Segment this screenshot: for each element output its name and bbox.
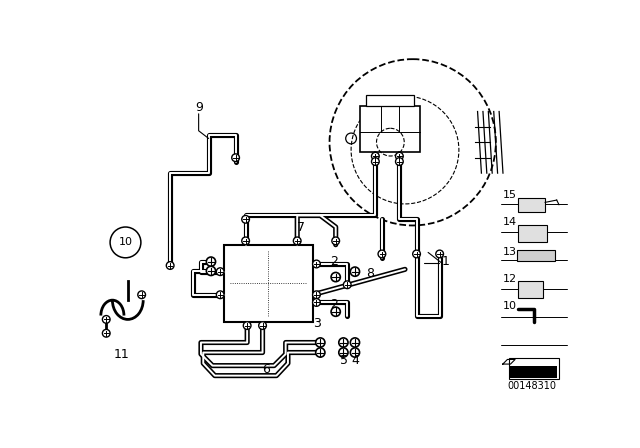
Circle shape: [293, 237, 301, 245]
Circle shape: [242, 237, 250, 245]
Bar: [516, 250, 555, 261]
Bar: [511, 366, 557, 378]
Circle shape: [339, 348, 348, 357]
Text: 7: 7: [297, 220, 305, 233]
Circle shape: [312, 291, 320, 299]
Circle shape: [102, 315, 110, 323]
Circle shape: [316, 338, 325, 347]
Circle shape: [166, 262, 174, 269]
Text: 14: 14: [503, 217, 517, 227]
Circle shape: [350, 338, 360, 347]
Text: 8: 8: [367, 267, 374, 280]
Text: 12: 12: [503, 274, 517, 284]
Circle shape: [312, 299, 320, 306]
Circle shape: [216, 268, 224, 276]
Circle shape: [206, 266, 216, 276]
Circle shape: [350, 348, 360, 357]
Text: 10: 10: [118, 237, 132, 247]
Circle shape: [316, 348, 325, 357]
Bar: [224, 245, 312, 322]
Bar: [518, 225, 547, 241]
Bar: [518, 281, 543, 298]
Text: 13: 13: [503, 247, 516, 258]
Bar: [509, 358, 559, 379]
Circle shape: [216, 291, 224, 299]
Circle shape: [344, 281, 351, 289]
Circle shape: [339, 338, 348, 347]
Circle shape: [242, 215, 250, 223]
Circle shape: [232, 154, 239, 162]
Text: 10: 10: [503, 302, 516, 311]
Text: 4: 4: [351, 354, 359, 367]
Text: 1: 1: [442, 255, 450, 268]
Bar: [360, 106, 420, 152]
Circle shape: [243, 322, 251, 329]
Circle shape: [436, 250, 444, 258]
Circle shape: [396, 152, 403, 160]
Text: 5: 5: [340, 354, 348, 367]
Text: 3: 3: [312, 317, 321, 330]
Circle shape: [332, 237, 340, 245]
Circle shape: [413, 250, 420, 258]
Text: 11: 11: [114, 348, 129, 361]
Bar: [518, 198, 545, 211]
Circle shape: [378, 250, 386, 258]
Circle shape: [371, 152, 380, 160]
Text: 9: 9: [195, 101, 203, 114]
Circle shape: [331, 307, 340, 316]
Circle shape: [138, 291, 145, 299]
Circle shape: [331, 272, 340, 282]
Bar: [366, 95, 414, 106]
Text: 6: 6: [262, 363, 271, 376]
Text: 15: 15: [503, 190, 516, 200]
Circle shape: [396, 158, 403, 165]
Circle shape: [350, 267, 360, 276]
Circle shape: [259, 322, 266, 329]
Circle shape: [371, 158, 380, 165]
Circle shape: [312, 260, 320, 268]
Text: 00148310: 00148310: [508, 381, 557, 392]
Text: 2: 2: [330, 297, 338, 310]
Circle shape: [102, 329, 110, 337]
Circle shape: [206, 257, 216, 266]
Text: 2: 2: [330, 255, 338, 268]
